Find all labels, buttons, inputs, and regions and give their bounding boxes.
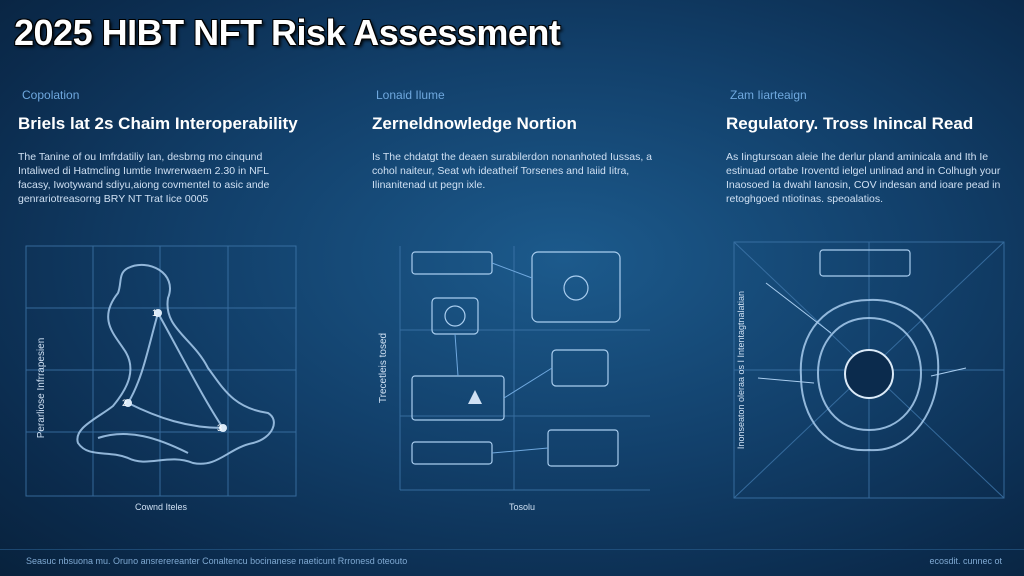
x-axis-label: Tosolu — [509, 502, 535, 512]
flow-diagram: Trecetleis tosed Tosolu — [372, 238, 662, 516]
y-axis-label: Trecetleis tosed — [378, 333, 389, 403]
panel-kicker: Lonaid Ilume — [376, 88, 445, 102]
page-title: 2025 HIBT NFT Risk Assessment — [14, 12, 561, 53]
panel-description: Is The chdatgt the deaen surabilerdon no… — [372, 151, 653, 191]
network-map-diagram: 1 2 3 Perarliose Infrrapesien Cownd Itel… — [18, 238, 308, 516]
footer-note: Seasuc nbsuona mu. Oruno ansrerereanter … — [26, 556, 408, 566]
panel-kicker: Zam Iiarteaign — [730, 88, 807, 102]
panel-regulatory: Zam Iiarteaign Regulatory. Tross Inincal… — [726, 88, 1016, 518]
panel-description: As Iingtursoan aleie Ihe derlur pland am… — [726, 151, 1001, 205]
y-axis-label: Inonseaton oleraa os I Intentagtnalatian — [736, 291, 746, 449]
node-label: 1 — [152, 308, 157, 318]
y-axis-label: Perarliose Infrrapesien — [36, 338, 47, 439]
x-axis-label: Cownd Iteles — [135, 502, 188, 512]
footer-credit: ecosdit. cunnec ot — [929, 556, 1002, 566]
node-label: 2 — [122, 398, 127, 408]
panel-interoperability: Copolation Briels lat 2s Chaim Interoper… — [18, 88, 308, 518]
radial-network-diagram: Inonseaton oleraa os I Intentagtnalatian — [726, 238, 1016, 516]
panel-description: The Tanine of ou Imfrdatiliy Ian, desbrn… — [18, 151, 270, 205]
node-label: 3 — [217, 423, 222, 433]
panel-zero-knowledge: Lonaid Ilume Zerneldnowledge Nortion Is … — [372, 88, 662, 518]
panel-title: Briels lat 2s Chaim Interoperability — [18, 114, 298, 133]
footer-divider — [0, 549, 1024, 550]
panel-title: Regulatory. Tross Inincal Read — [726, 114, 974, 133]
panel-title: Zerneldnowledge Nortion — [372, 114, 577, 133]
panel-kicker: Copolation — [22, 88, 80, 102]
